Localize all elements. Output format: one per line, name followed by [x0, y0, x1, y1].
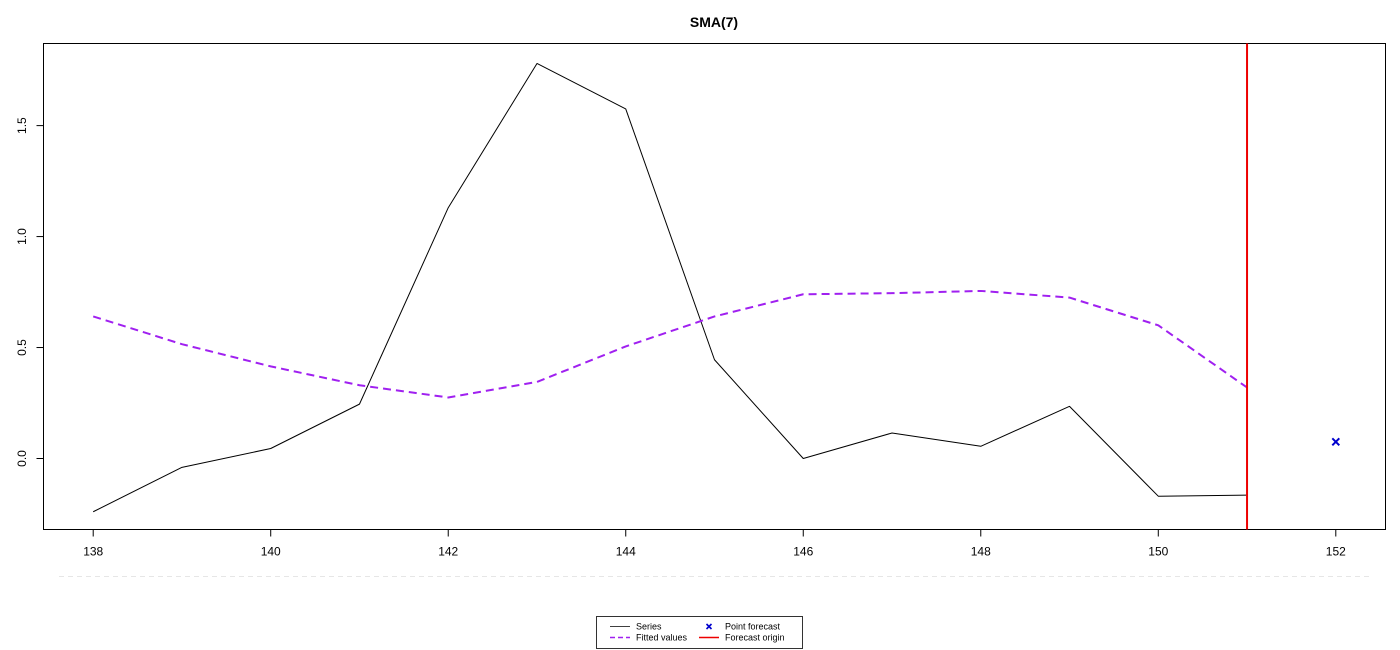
y-tick-label: 1.0 [15, 228, 29, 245]
y-axis: 0.0 0.5 1.0 1.5 [15, 117, 44, 467]
y-tick-label: 0.5 [15, 339, 29, 356]
legend-label: Forecast origin [725, 633, 785, 643]
x-tick-label: 138 [83, 545, 103, 559]
x-tick-label: 146 [793, 545, 813, 559]
legend-box [596, 616, 803, 649]
x-axis: 138 140 142 144 146 148 150 152 [83, 529, 1346, 559]
y-tick-label: 0.0 [15, 450, 29, 467]
x-tick-label: 152 [1326, 545, 1346, 559]
plot-frame [43, 43, 1386, 530]
legend-cross-icon [705, 623, 713, 630]
legend-label: Fitted values [636, 633, 688, 643]
legend-label: Series [636, 622, 662, 632]
x-tick-label: 144 [616, 545, 636, 559]
series-layer [92, 43, 1341, 530]
x-tick-label: 150 [1148, 545, 1168, 559]
y-tick-label: 1.5 [15, 117, 29, 134]
x-tick-label: 140 [261, 545, 281, 559]
fitted-values-line [92, 289, 1248, 399]
x-tick-label: 142 [438, 545, 458, 559]
chart-title: SMA(7) [690, 14, 738, 30]
x-tick-label: 148 [971, 545, 991, 559]
point-forecast-marker [1331, 437, 1341, 447]
series-line [92, 62, 1248, 513]
legend-label: Point forecast [725, 622, 781, 632]
legend: Series Point forecast Fitted values Forecas… [596, 616, 803, 649]
